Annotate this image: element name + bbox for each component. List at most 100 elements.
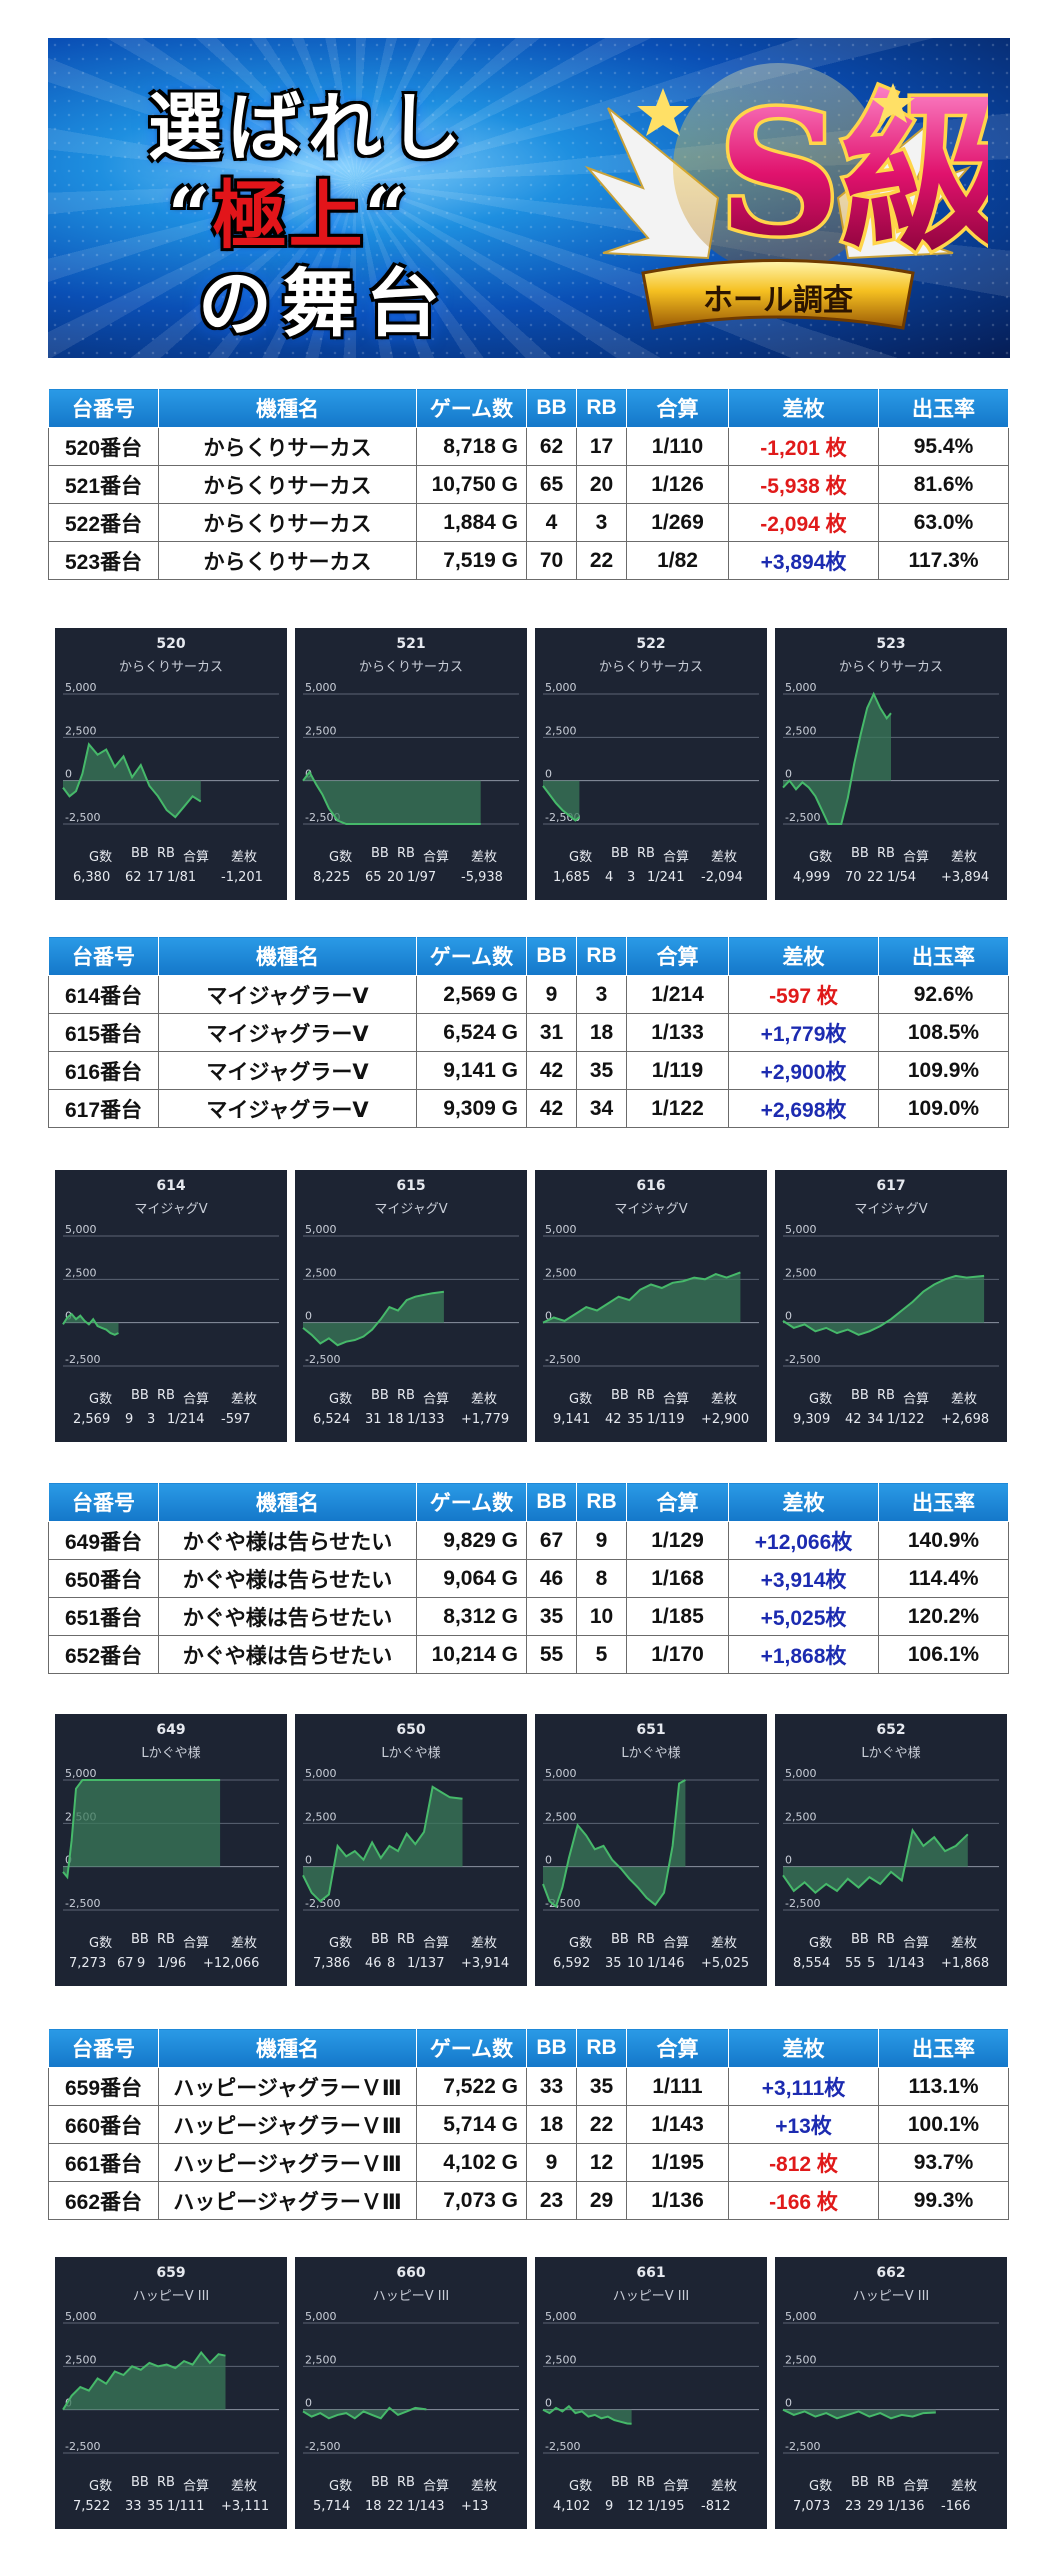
stat-value-combined: 1/81 <box>167 870 197 885</box>
cell-machine-no: 523番台 <box>48 541 159 580</box>
stat-value-rb: 29 <box>867 2499 884 2514</box>
stat-label-games: G数 <box>89 1392 113 1407</box>
cell-rb: 12 <box>576 2143 627 2182</box>
cell-combined: 1/133 <box>626 1013 729 1052</box>
header-machine-no: 台番号 <box>48 2028 159 2068</box>
y-tick-label: 5,000 <box>305 1223 337 1236</box>
cell-payout-rate: 93.7% <box>878 2143 1009 2182</box>
cell-rb: 18 <box>576 1013 627 1052</box>
cell-diff: +2,698枚 <box>728 1089 879 1128</box>
table-row: 520番台 からくりサーカス 8,718 G 62 17 1/110 -1,201 枚 95.… <box>48 427 1009 466</box>
series-area <box>543 780 580 821</box>
table-header-row: 台番号 機種名 ゲーム数 BB RB 合算 差枚 出玉率 <box>48 2028 1009 2068</box>
chart-model-name: ハッピーV III <box>852 2289 930 2304</box>
header-diff: 差枚 <box>728 1482 879 1522</box>
slump-chart-card: 651 Lかぐや様 5,000 2,500 0 -2,500 G数 6,592 BB 35 RB 10… <box>535 1714 767 1986</box>
stat-label-games: G数 <box>809 1392 833 1407</box>
y-tick-label: 2,500 <box>785 1266 817 1279</box>
chart-machine-no: 520 <box>156 636 186 652</box>
y-tick-label: 5,000 <box>305 1767 337 1780</box>
cell-rb: 22 <box>576 541 627 580</box>
cell-model: かぐや様は告らせたい <box>158 1521 417 1560</box>
y-tick-label: -2,500 <box>785 811 820 824</box>
cell-rb: 20 <box>576 465 627 504</box>
stat-value-diff: -2,094 <box>701 870 743 885</box>
chart-machine-no: 661 <box>636 2265 666 2281</box>
header-combined: 合算 <box>626 936 729 976</box>
series-area <box>303 772 481 824</box>
y-tick-label: -2,500 <box>65 2440 100 2453</box>
stat-value-games: 7,522 <box>73 2499 111 2514</box>
y-tick-label: 0 <box>305 1310 312 1323</box>
y-tick-label: 2,500 <box>545 1266 577 1279</box>
chart-machine-no: 649 <box>156 1722 186 1738</box>
header-games: ゲーム数 <box>416 2028 527 2068</box>
cell-model: マイジャグラーⅤ <box>158 1013 417 1052</box>
y-tick-label: 0 <box>545 768 552 781</box>
stat-label-diff: 差枚 <box>471 1936 498 1951</box>
cell-combined: 1/122 <box>626 1089 729 1128</box>
stat-value-bb: 70 <box>845 870 862 885</box>
stat-value-diff: +2,900 <box>701 1412 750 1427</box>
cell-rb: 22 <box>576 2105 627 2144</box>
chart-model-name: からくりサーカス <box>118 660 223 675</box>
header-bb: BB <box>526 936 577 976</box>
chart-model-name: ハッピーV III <box>612 2289 690 2304</box>
stat-label-games: G数 <box>569 850 593 865</box>
series-line <box>782 1827 969 1895</box>
stat-value-diff: +12,066 <box>203 1956 260 1971</box>
chart-model-name: Lかぐや様 <box>141 1746 201 1761</box>
y-tick-label: -2,500 <box>305 811 340 824</box>
cell-machine-no: 615番台 <box>48 1013 159 1052</box>
series-line <box>62 1779 221 1880</box>
y-tick-label: 5,000 <box>545 1767 577 1780</box>
y-tick-label: 0 <box>785 1310 792 1323</box>
stat-label-diff: 差枚 <box>711 850 738 865</box>
stat-value-combined: 1/97 <box>407 870 437 885</box>
y-tick-label: 2,500 <box>785 724 817 737</box>
header-payout-rate: 出玉率 <box>878 936 1009 976</box>
cell-model: ハッピージャグラーＶⅢ <box>158 2143 417 2182</box>
stat-label-combined: 合算 <box>903 1392 930 1407</box>
chart-row: 659 ハッピーV III 5,000 2,500 0 -2,500 G数 7,522 BB 33… <box>55 2257 1007 2529</box>
cell-games: 9,829 G <box>416 1521 527 1560</box>
stat-label-combined: 合算 <box>903 2479 930 2494</box>
slump-chart-card: 521からくりサーカス5,0002,5000-2,500G数8,225BB65R… <box>295 628 527 900</box>
chart-machine-no: 615 <box>396 1178 426 1194</box>
cell-games: 5,714 G <box>416 2105 527 2144</box>
cell-payout-rate: 140.9% <box>878 1521 1009 1560</box>
header-model: 機種名 <box>158 388 417 428</box>
chart-model-name: マイジャグV <box>134 1202 208 1217</box>
stat-label-rb: RB <box>397 1932 415 1947</box>
stat-value-bb: 42 <box>845 1412 862 1427</box>
chart-machine-no: 650 <box>396 1722 426 1738</box>
stat-label-bb: BB <box>851 1388 869 1403</box>
stat-value-rb: 35 <box>627 1412 644 1427</box>
y-tick-label: -2,500 <box>785 2440 820 2453</box>
cell-payout-rate: 108.5% <box>878 1013 1009 1052</box>
stat-label-diff: 差枚 <box>951 850 978 865</box>
stat-label-bb: BB <box>131 846 149 861</box>
header-rb: RB <box>576 1482 627 1522</box>
cell-combined: 1/170 <box>626 1635 729 1674</box>
series-line <box>62 742 202 819</box>
cell-payout-rate: 109.0% <box>878 1089 1009 1128</box>
stat-label-diff: 差枚 <box>231 1936 258 1951</box>
stat-label-bb: BB <box>371 2475 389 2490</box>
cell-payout-rate: 113.1% <box>878 2067 1009 2106</box>
banner-line-2: “極上“ <box>168 173 410 259</box>
stat-label-bb: BB <box>611 1932 629 1947</box>
y-tick-label: 5,000 <box>785 1767 817 1780</box>
slump-chart-card: 615 マイジャグV 5,000 2,500 0 -2,500 G数 6,524 BB 31 RB 1… <box>295 1170 527 1442</box>
header-model: 機種名 <box>158 2028 417 2068</box>
stat-label-bb: BB <box>851 1932 869 1947</box>
y-tick-label: 5,000 <box>785 2310 817 2323</box>
cell-rb: 5 <box>576 1635 627 1674</box>
stat-value-combined: 1/241 <box>647 870 685 885</box>
y-tick-label: 2,500 <box>305 1810 337 1823</box>
header-machine-no: 台番号 <box>48 388 159 428</box>
cell-combined: 1/82 <box>626 541 729 580</box>
stat-label-combined: 合算 <box>183 1392 210 1407</box>
